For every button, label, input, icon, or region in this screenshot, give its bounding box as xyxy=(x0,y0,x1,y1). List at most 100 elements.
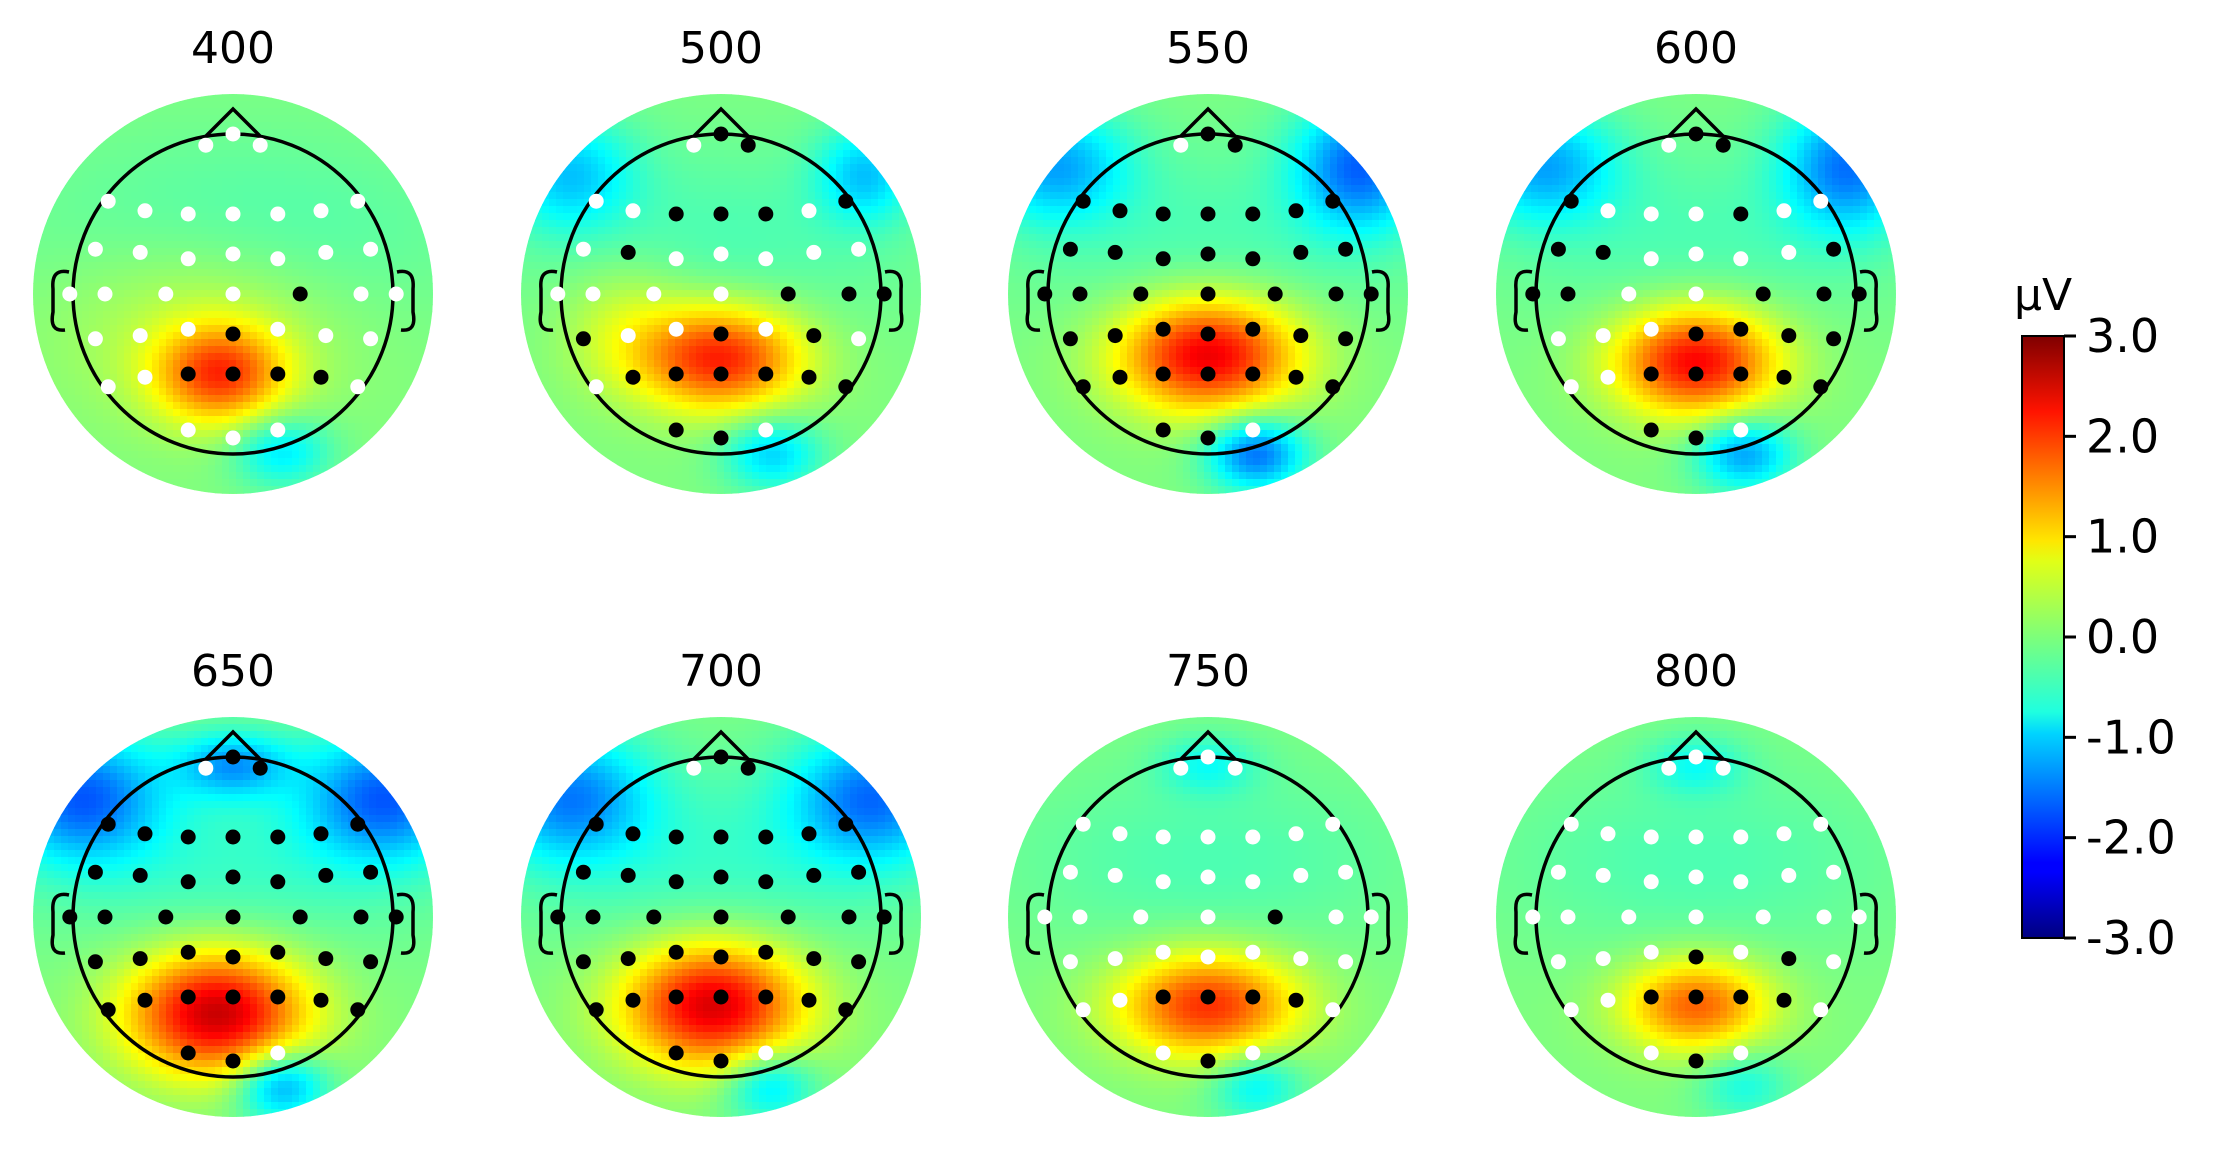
sensor-marker xyxy=(1037,909,1053,925)
significant-sensor-marker xyxy=(270,829,286,845)
significant-sensor-marker xyxy=(740,760,756,776)
significant-sensor-marker xyxy=(1781,328,1797,344)
significant-sensor-marker xyxy=(1325,379,1341,395)
significant-sensor-marker xyxy=(1245,206,1261,222)
significant-sensor-marker xyxy=(1288,369,1304,385)
significant-sensor-marker xyxy=(713,949,729,965)
sensor-marker xyxy=(313,203,329,219)
significant-sensor-marker xyxy=(1155,989,1171,1005)
sensor-marker xyxy=(1525,909,1541,925)
significant-sensor-marker xyxy=(1200,1053,1216,1069)
significant-sensor-marker xyxy=(1200,126,1216,142)
significant-sensor-marker xyxy=(1688,1053,1704,1069)
significant-sensor-marker xyxy=(1688,126,1704,142)
topomap-panel: 800 xyxy=(1496,646,1896,1117)
sensor-marker xyxy=(100,193,116,209)
sensor-marker xyxy=(1200,829,1216,845)
sensor-marker xyxy=(1133,909,1149,925)
significant-sensor-marker xyxy=(180,989,196,1005)
significant-sensor-marker xyxy=(758,206,774,222)
significant-sensor-marker xyxy=(620,951,636,967)
significant-sensor-marker xyxy=(780,909,796,925)
sensor-marker xyxy=(1325,1002,1341,1018)
sensor-marker xyxy=(1595,328,1611,344)
sensor-marker xyxy=(363,241,379,257)
sensor-marker xyxy=(758,251,774,267)
sensor-marker xyxy=(1245,874,1261,890)
significant-sensor-marker xyxy=(550,909,566,925)
sensor-marker xyxy=(180,251,196,267)
sensor-marker xyxy=(1325,816,1341,832)
sensor-marker xyxy=(1715,760,1731,776)
significant-sensor-marker xyxy=(270,989,286,1005)
sensor-marker xyxy=(1338,954,1354,970)
left-ear-outline xyxy=(50,269,70,332)
sensor-marker xyxy=(270,206,286,222)
significant-sensor-marker xyxy=(292,286,308,302)
sensor-marker xyxy=(1155,829,1171,845)
sensor-marker xyxy=(1733,1045,1749,1061)
significant-sensor-marker xyxy=(225,909,241,925)
significant-sensor-marker xyxy=(806,951,822,967)
significant-sensor-marker xyxy=(838,379,854,395)
sensor-marker xyxy=(1643,1045,1659,1061)
significant-sensor-marker xyxy=(132,867,148,883)
sensor-marker xyxy=(1688,909,1704,925)
significant-sensor-marker xyxy=(363,864,379,880)
significant-sensor-marker xyxy=(132,951,148,967)
panel-title: 500 xyxy=(679,23,763,74)
topomap-panel: 400 xyxy=(33,23,433,494)
sensor-marker xyxy=(198,137,214,153)
sensor-marker xyxy=(353,286,369,302)
significant-sensor-marker xyxy=(1755,286,1771,302)
significant-sensor-marker xyxy=(668,944,684,960)
sensor-marker xyxy=(1245,944,1261,960)
sensor-marker xyxy=(180,321,196,337)
sensor-marker xyxy=(132,328,148,344)
sensor-marker xyxy=(1688,869,1704,885)
sensor-marker xyxy=(100,379,116,395)
significant-sensor-marker xyxy=(588,816,604,832)
sensor-marker xyxy=(686,137,702,153)
significant-sensor-marker xyxy=(1107,244,1123,260)
sensor-marker xyxy=(1643,829,1659,845)
sensor-marker xyxy=(1155,874,1171,890)
significant-sensor-marker xyxy=(1200,286,1216,302)
significant-sensor-marker xyxy=(363,954,379,970)
significant-sensor-marker xyxy=(100,816,116,832)
significant-sensor-marker xyxy=(758,874,774,890)
significant-sensor-marker xyxy=(1328,286,1344,302)
sensor-marker xyxy=(713,286,729,302)
significant-sensor-marker xyxy=(876,909,892,925)
topomap-panel: 650 xyxy=(33,646,433,1117)
sensor-marker xyxy=(1826,954,1842,970)
significant-sensor-marker xyxy=(625,826,641,842)
sensor-marker xyxy=(1600,992,1616,1008)
sensor-marker xyxy=(225,126,241,142)
significant-sensor-marker xyxy=(1075,193,1091,209)
significant-sensor-marker xyxy=(1200,430,1216,446)
sensor-marker xyxy=(1245,1045,1261,1061)
right-ear-outline xyxy=(1371,892,1391,955)
significant-sensor-marker xyxy=(1200,206,1216,222)
significant-sensor-marker xyxy=(350,1002,366,1018)
colorbar: µV 3.0 2.0 1.0 0.0 -1.0 -2.0 -3.0 xyxy=(2014,270,2176,965)
sensor-marker xyxy=(1563,816,1579,832)
significant-sensor-marker xyxy=(225,326,241,342)
significant-sensor-marker xyxy=(1643,989,1659,1005)
significant-sensor-marker xyxy=(225,829,241,845)
sensor-marker xyxy=(1813,816,1829,832)
significant-sensor-marker xyxy=(180,829,196,845)
sensor-marker xyxy=(1107,951,1123,967)
significant-sensor-marker xyxy=(1338,241,1354,257)
sensor-marker xyxy=(1173,760,1189,776)
sensor-marker xyxy=(1288,826,1304,842)
sensor-marker xyxy=(87,241,103,257)
significant-sensor-marker xyxy=(713,909,729,925)
significant-sensor-marker xyxy=(668,989,684,1005)
significant-sensor-marker xyxy=(806,328,822,344)
colorbar-tick-label: -2.0 xyxy=(2086,811,2176,865)
sensor-marker xyxy=(668,321,684,337)
significant-sensor-marker xyxy=(620,244,636,260)
sensor-marker xyxy=(1661,137,1677,153)
